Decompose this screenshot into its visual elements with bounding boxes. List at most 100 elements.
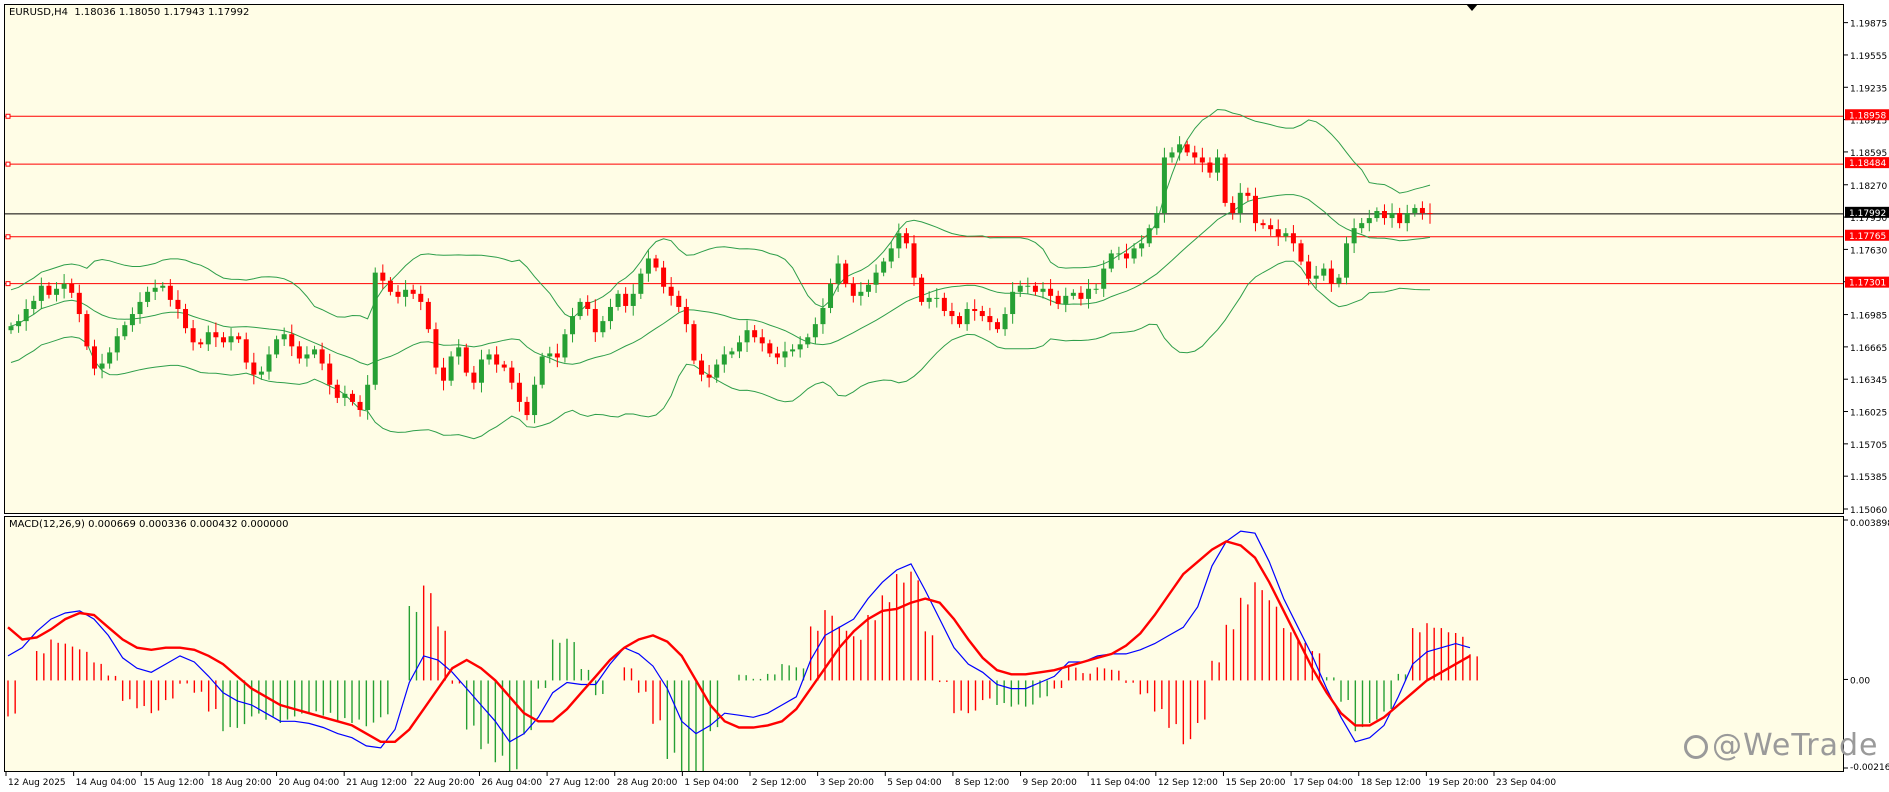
candle-body xyxy=(691,324,697,361)
candle-body xyxy=(1108,253,1114,269)
candle-body xyxy=(661,267,667,287)
macd-tick-label: 0.003898 xyxy=(1850,519,1889,529)
time-tick-label: 18 Aug 20:00 xyxy=(211,778,272,788)
symbol-label: EURUSD,H4 xyxy=(9,7,69,18)
candle-body xyxy=(1404,213,1410,224)
price-chart-panel[interactable]: EURUSD,H4 1.18036 1.18050 1.17943 1.1799… xyxy=(4,4,1844,514)
candle-body xyxy=(941,297,947,312)
candle-body xyxy=(1290,233,1296,244)
candle-body xyxy=(205,332,211,345)
price-tick-label: 1.18595 xyxy=(1850,149,1887,159)
time-tick-label: 2 Sep 12:00 xyxy=(752,778,807,788)
candle-body xyxy=(903,233,909,244)
candle-body xyxy=(532,384,538,416)
candle-body xyxy=(1275,229,1281,237)
candle-body xyxy=(1032,285,1038,292)
candle-body xyxy=(448,356,454,381)
candle-body xyxy=(865,284,871,292)
current-price-label: 1.17992 xyxy=(1849,209,1886,219)
price-tick-label: 1.18270 xyxy=(1850,182,1887,192)
time-tick-label: 15 Sep 20:00 xyxy=(1225,778,1285,788)
candle-body xyxy=(1222,157,1228,203)
candle-body xyxy=(456,347,462,357)
candle-body xyxy=(592,308,598,333)
time-tick-label: 5 Sep 04:00 xyxy=(887,778,942,788)
watermark-text: @WeTrade xyxy=(1712,728,1879,763)
bollinger-lower-band xyxy=(10,260,1430,440)
candle-body xyxy=(972,308,978,312)
candle-body xyxy=(175,299,181,309)
macd-scale[interactable]: 0.003898 0.00 -0.002165 xyxy=(1844,516,1889,773)
candle-body xyxy=(403,289,409,297)
candle-body xyxy=(1010,291,1016,315)
candle-body xyxy=(129,314,135,326)
candle-body xyxy=(1313,275,1319,279)
candle-body xyxy=(714,364,720,378)
candle-body xyxy=(251,362,257,375)
candle-body xyxy=(190,328,196,343)
candle-body xyxy=(23,308,29,322)
candle-body xyxy=(911,243,917,278)
level-price-tag xyxy=(1845,229,1889,241)
candle-body xyxy=(342,393,348,398)
price-tick-label: 1.18915 xyxy=(1850,117,1887,127)
time-axis[interactable]: 12 Aug 2025 14 Aug 04:00 15 Aug 12:00 18 Au… xyxy=(4,772,1844,792)
candle-body xyxy=(881,261,887,273)
candle-body xyxy=(16,321,22,327)
candle-body xyxy=(1017,285,1023,292)
candle-body xyxy=(1389,213,1395,219)
candle-body xyxy=(1359,223,1365,229)
candle-body xyxy=(1086,288,1092,299)
price-tick-label: 1.15385 xyxy=(1850,473,1887,483)
chart-shift-marker-icon[interactable] xyxy=(1466,4,1478,11)
candle-body xyxy=(387,280,393,292)
level-anchor-icon xyxy=(5,234,11,240)
candle-body xyxy=(638,273,644,294)
candle-body xyxy=(1268,225,1274,230)
candle-body xyxy=(812,324,818,338)
candle-body xyxy=(979,311,985,317)
time-tick-label: 27 Aug 12:00 xyxy=(549,778,610,788)
price-scale[interactable]: 1.19875 1.19555 1.19235 1.18915 1.18595 1.182… xyxy=(1844,4,1889,516)
candle-body xyxy=(994,322,1000,330)
time-tick-label: 20 Aug 04:00 xyxy=(279,778,340,788)
candle-body xyxy=(858,291,864,296)
candle-body xyxy=(395,291,401,297)
candle-body xyxy=(1048,288,1054,296)
candle-body xyxy=(850,283,856,296)
candle-body xyxy=(372,272,378,385)
candle-body xyxy=(1139,243,1145,249)
macd-tick-label: -0.002165 xyxy=(1850,763,1889,773)
candle-body xyxy=(243,339,249,363)
candle-body xyxy=(274,339,280,355)
candle-body xyxy=(623,293,629,306)
candle-body xyxy=(1344,243,1350,278)
time-tick-label: 9 Sep 20:00 xyxy=(1023,778,1078,788)
candle-body xyxy=(76,292,82,315)
candle-body xyxy=(486,354,492,360)
candle-body xyxy=(494,354,500,365)
macd-panel[interactable]: MACD(12,26,9) 0.000669 0.000336 0.000432… xyxy=(4,516,1844,772)
candle-body xyxy=(319,349,325,364)
candle-body xyxy=(266,354,272,372)
candle-body xyxy=(1328,268,1334,284)
price-tick-label: 1.15060 xyxy=(1850,506,1887,516)
candle-body xyxy=(1374,211,1380,219)
level-price-tag xyxy=(1845,109,1889,121)
candle-body xyxy=(820,307,826,325)
bollinger-middle-band xyxy=(10,194,1431,366)
candle-body xyxy=(1002,314,1008,330)
candle-body xyxy=(61,283,67,289)
candle-body xyxy=(539,356,545,385)
candle-body xyxy=(934,297,940,299)
current-price-tag xyxy=(1845,206,1889,218)
candle-body xyxy=(1177,144,1183,153)
candle-body xyxy=(759,337,765,344)
time-tick-label: 19 Sep 20:00 xyxy=(1428,778,1488,788)
candle-body xyxy=(1260,223,1266,226)
candle-body xyxy=(425,301,431,330)
candle-body xyxy=(1298,243,1304,262)
candle-body xyxy=(736,342,742,352)
candle-body xyxy=(433,329,439,368)
